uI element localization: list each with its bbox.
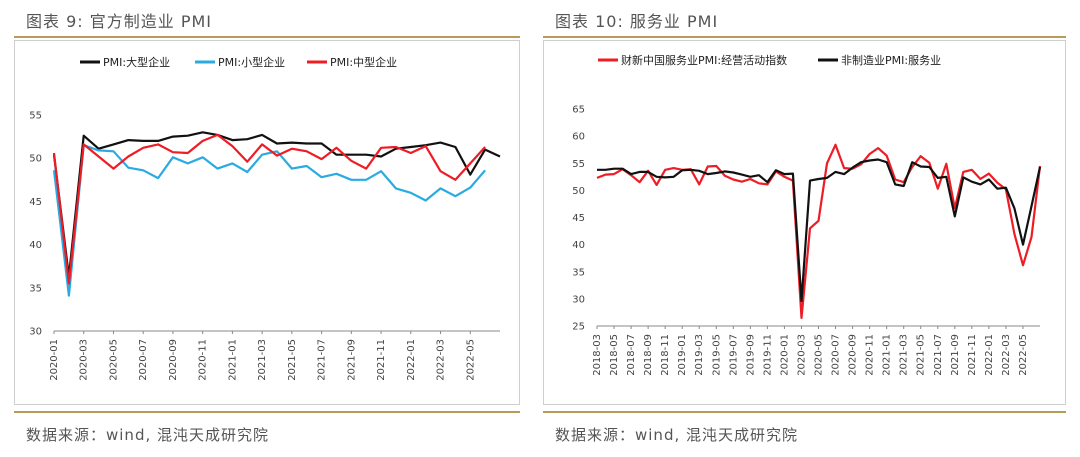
right-source-note: 数据来源：wind, 混沌天成研究院 [555,426,799,444]
y-tick-label: 45 [572,213,585,224]
y-tick-label: 65 [572,105,585,116]
y-tick-label: 35 [29,283,42,294]
x-tick-label: 2021-05 [287,339,298,381]
x-tick-label: 2019-09 [745,334,756,376]
x-tick-label: 2021-05 [916,334,927,376]
x-tick-label: 2020-07 [138,339,149,381]
x-tick-label: 2020-09 [848,334,859,376]
x-tick-label: 2020-09 [168,339,179,381]
services-pmi-chart: 25 30 35 40 45 50 55 60 65 2018-03 2018-05 2018-07 2… [543,40,1066,405]
x-tick-label: 2019-05 [711,334,722,376]
x-tick-label: 2022-03 [436,339,447,381]
chart-frame [543,40,1066,405]
y-tick-label: 55 [572,159,585,170]
y-tick-label: 35 [572,267,585,278]
x-tick-label: 2021-01 [227,339,238,381]
x-tick-label: 2021-11 [376,339,387,381]
x-tick-label: 2019-01 [677,334,688,376]
y-tick-label: 30 [572,294,585,305]
x-tick-label: 2019-11 [762,334,773,376]
legend-label: PMI:小型企业 [218,55,285,69]
legend-label: 财新中国服务业PMI:经营活动指数 [621,53,787,67]
x-tick-label: 2021-03 [257,339,268,381]
series-line-0 [596,143,1042,319]
x-tick-label: 2021-07 [933,334,944,376]
x-tick-label: 2020-11 [198,339,209,381]
y-tick-label: 50 [29,154,42,165]
y-tick-label: 60 [572,132,585,143]
x-tick-label: 2019-03 [694,334,705,376]
y-tick-label: 40 [572,240,585,251]
series-line-1 [597,158,1042,303]
x-tick-label: 2020-03 [796,334,807,376]
right-figure-title: 图表 10: 服务业 PMI [555,12,719,31]
series-line-1 [52,144,486,297]
x-tick-label: 2018-09 [643,334,654,376]
x-tick-label: 2018-05 [609,334,620,376]
x-tick-label: 2020-05 [814,334,825,376]
manufacturing-pmi-chart: 30 35 40 45 50 55 2020-01 2020-03 2020-05 2020-07… [14,40,520,405]
x-tick-label: 2022-05 [1018,334,1029,376]
chart-frame [14,40,520,405]
left-source-note: 数据来源：wind, 混沌天成研究院 [26,426,270,444]
x-tick-label: 2020-03 [79,339,90,381]
x-tick-label: 2018-03 [592,334,603,376]
left-bottom-rule [14,411,520,413]
x-tick-label: 2022-01 [406,339,417,381]
y-tick-label: 50 [572,186,585,197]
y-tick-label: 25 [572,322,585,333]
x-tick-label: 2020-01 [49,339,60,381]
y-tick-label: 30 [29,327,42,338]
x-tick-label: 2022-03 [1001,334,1012,376]
series-line-0 [52,131,501,278]
x-tick-label: 2018-11 [660,334,671,376]
legend-label: 非制造业PMI:服务业 [841,53,941,67]
y-tick-label: 55 [29,111,42,122]
x-tick-label: 2021-01 [882,334,893,376]
legend-label: PMI:大型企业 [103,55,170,69]
x-tick-label: 2018-07 [626,334,637,376]
x-tick-label: 2021-09 [346,339,357,381]
x-tick-label: 2019-07 [728,334,739,376]
x-tick-label: 2021-11 [967,334,978,376]
right-bottom-rule [543,411,1066,413]
x-tick-label: 2021-03 [899,334,910,376]
x-tick-label: 2021-07 [317,339,328,381]
x-tick-label: 2020-01 [779,334,790,376]
left-figure-title: 图表 9: 官方制造业 PMI [26,12,213,31]
y-tick-label: 45 [29,197,42,208]
x-tick-label: 2022-01 [984,334,995,376]
left-title-rule [14,36,520,38]
series-line-2 [52,133,486,285]
right-title-rule [543,36,1066,38]
x-tick-label: 2020-11 [865,334,876,376]
y-tick-label: 40 [29,240,42,251]
x-tick-label: 2020-07 [831,334,842,376]
x-tick-label: 2020-05 [108,339,119,381]
x-tick-label: 2021-09 [950,334,961,376]
legend-label: PMI:中型企业 [330,55,397,69]
x-tick-label: 2022-05 [465,339,476,381]
